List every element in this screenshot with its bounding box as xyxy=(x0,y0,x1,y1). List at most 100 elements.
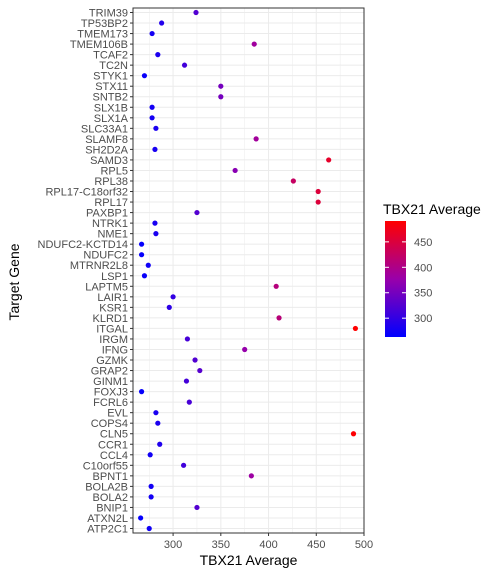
y-tick-label: SLX1A xyxy=(94,113,129,125)
legend-title: TBX21 Average xyxy=(383,201,481,217)
y-tick-label: ITGAL xyxy=(96,323,128,335)
data-point xyxy=(180,462,187,468)
y-tick-label: COPS4 xyxy=(91,418,128,430)
y-tick-label: RPL17-C18orf32 xyxy=(45,187,128,199)
data-point xyxy=(248,473,254,479)
data-point xyxy=(192,357,198,363)
y-tick-label: SLAMF8 xyxy=(85,134,128,146)
y-tick-label: GINM1 xyxy=(93,376,128,388)
y-tick-label: CCL4 xyxy=(100,450,128,462)
x-tick-label: 500 xyxy=(355,539,373,551)
y-tick-label: RPL17 xyxy=(94,197,128,209)
data-point xyxy=(166,304,172,310)
data-point xyxy=(149,30,155,37)
data-point xyxy=(315,199,321,205)
x-tick-label: 400 xyxy=(259,539,277,551)
y-tick-label: NDUFC2-KCTD14 xyxy=(38,239,128,251)
data-point xyxy=(138,389,145,395)
y-tick-label: TRIM39 xyxy=(89,8,128,20)
data-point xyxy=(186,399,192,405)
data-point xyxy=(153,410,159,416)
y-tick-label: TMEM106B xyxy=(70,39,128,51)
grid-lines xyxy=(133,8,365,533)
y-tick-label: FCRL6 xyxy=(93,397,128,409)
legend-tick-label: 350 xyxy=(414,288,432,300)
y-tick-label: NTRK1 xyxy=(92,218,128,230)
data-point xyxy=(194,209,200,216)
y-tick-label: GZMK xyxy=(96,355,128,367)
y-tick-label: MTRNR2L8 xyxy=(70,260,128,272)
data-point xyxy=(218,94,224,100)
y-tick-label: SLC33A1 xyxy=(81,123,128,135)
data-point xyxy=(170,294,176,300)
y-tick-label: LAPTM5 xyxy=(85,281,128,293)
y-tick-label: LSP1 xyxy=(101,271,128,283)
data-point xyxy=(253,136,259,142)
plot-border xyxy=(132,7,365,534)
data-point xyxy=(153,231,159,237)
y-tick-label: NME1 xyxy=(97,229,128,241)
y-tick-label: BPNT1 xyxy=(93,471,128,483)
y-tick-label: CLN5 xyxy=(100,429,128,441)
data-point xyxy=(138,241,145,247)
data-point xyxy=(152,220,158,226)
data-point xyxy=(273,283,279,289)
plot-panel xyxy=(133,8,364,533)
data-point xyxy=(157,441,163,447)
data-point xyxy=(145,262,151,268)
data-point xyxy=(326,157,332,163)
legend-tick-label: 300 xyxy=(414,313,432,325)
y-tick-label: BOLA2 xyxy=(93,492,128,504)
data-point xyxy=(147,452,153,458)
y-tick-label: IFNG xyxy=(102,344,128,356)
legend-tick-label: 450 xyxy=(414,237,432,249)
data-point xyxy=(141,273,148,279)
y-tick-label: TMEM173 xyxy=(77,29,128,41)
x-axis-title: TBX21 Average xyxy=(200,552,298,568)
data-point xyxy=(149,104,155,110)
y-tick-label: PAXBP1 xyxy=(86,208,128,220)
data-point xyxy=(152,146,158,152)
y-tick-label: CCR1 xyxy=(98,439,128,451)
data-points xyxy=(138,9,359,532)
legend-tick-label: 400 xyxy=(414,262,432,274)
data-point xyxy=(352,325,359,332)
y-tick-label: KSR1 xyxy=(99,302,128,314)
data-point xyxy=(290,178,296,184)
x-tick-label: 450 xyxy=(307,539,325,551)
legend-colorbar xyxy=(385,221,406,337)
y-tick-label: TCAF2 xyxy=(93,50,128,62)
data-point xyxy=(242,346,248,353)
data-point xyxy=(159,20,165,26)
y-tick-label: BOLA2B xyxy=(85,481,128,493)
x-tick-label: 350 xyxy=(212,539,230,551)
y-tick-label: RPL38 xyxy=(94,176,128,188)
data-point xyxy=(194,504,200,511)
data-point xyxy=(138,515,144,521)
y-tick-label: STX11 xyxy=(95,81,128,93)
data-point xyxy=(251,41,257,47)
y-tick-label: SAMD3 xyxy=(90,155,128,167)
x-tick-label: 300 xyxy=(164,539,182,551)
data-point xyxy=(148,494,154,500)
y-tick-label: IRGM xyxy=(99,334,128,346)
y-tick-label: LAIR1 xyxy=(97,292,128,304)
data-point xyxy=(315,188,321,195)
data-point xyxy=(148,483,154,489)
data-point xyxy=(276,315,282,321)
legend-ticks: 300 350 400 450 xyxy=(385,237,432,325)
data-point xyxy=(155,52,161,58)
data-point xyxy=(155,420,161,426)
y-tick-label: ATXN2L xyxy=(87,513,128,525)
y-tick-label: SH2D2A xyxy=(85,144,128,156)
data-point xyxy=(149,115,155,121)
y-tick-label: FOXJ3 xyxy=(94,387,128,399)
y-tick-label: GRAP2 xyxy=(91,366,128,378)
data-point xyxy=(153,125,159,131)
y-tick-label: BNIP1 xyxy=(96,502,128,514)
y-axis: TRIM39TP53BP2TMEM173TMEM106BTCAF2TC2NSTY… xyxy=(38,8,133,536)
y-tick-label: RPL5 xyxy=(100,165,128,177)
y-axis-title: Target Gene xyxy=(6,243,22,320)
x-axis: 300 350 400 450 500 xyxy=(164,533,373,551)
